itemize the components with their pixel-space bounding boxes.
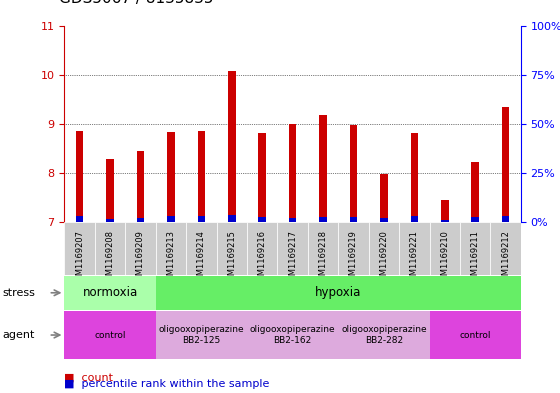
FancyBboxPatch shape	[430, 311, 521, 358]
Text: GDS5067 / 8135835: GDS5067 / 8135835	[59, 0, 213, 6]
Text: GSM1169214: GSM1169214	[197, 230, 206, 286]
Text: control: control	[459, 331, 491, 340]
Bar	[380, 218, 388, 222]
Bar	[349, 125, 357, 222]
Text: GSM1169216: GSM1169216	[258, 230, 267, 286]
FancyBboxPatch shape	[277, 222, 308, 275]
Bar	[441, 200, 449, 222]
Text: stress: stress	[3, 288, 36, 298]
FancyBboxPatch shape	[368, 222, 399, 275]
Text: GSM1169220: GSM1169220	[379, 230, 389, 286]
Bar	[502, 107, 510, 222]
Bar	[106, 159, 114, 222]
Bar	[76, 131, 83, 222]
Bar	[167, 216, 175, 222]
FancyBboxPatch shape	[338, 222, 368, 275]
Text: GSM1169218: GSM1169218	[319, 230, 328, 286]
Text: agent: agent	[3, 330, 35, 340]
Text: GSM1169215: GSM1169215	[227, 230, 236, 286]
Text: hypoxia: hypoxia	[315, 286, 361, 299]
FancyBboxPatch shape	[156, 276, 521, 310]
Text: normoxia: normoxia	[82, 286, 138, 299]
Bar	[289, 218, 296, 222]
Bar	[502, 216, 510, 222]
FancyBboxPatch shape	[156, 311, 247, 358]
FancyBboxPatch shape	[64, 311, 156, 358]
Text: GSM1169221: GSM1169221	[410, 230, 419, 286]
Text: GSM1169210: GSM1169210	[440, 230, 449, 286]
Bar	[228, 71, 236, 222]
FancyBboxPatch shape	[491, 222, 521, 275]
Bar	[258, 217, 266, 222]
Bar	[380, 174, 388, 222]
Text: oligooxopiperazine
BB2-125: oligooxopiperazine BB2-125	[158, 325, 244, 345]
Bar	[349, 217, 357, 222]
Text: GSM1169209: GSM1169209	[136, 230, 145, 286]
Text: GSM1169211: GSM1169211	[470, 230, 480, 286]
FancyBboxPatch shape	[125, 222, 156, 275]
Text: oligooxopiperazine
BB2-162: oligooxopiperazine BB2-162	[250, 325, 335, 345]
Bar	[198, 131, 205, 222]
Text: GSM1169207: GSM1169207	[75, 230, 84, 286]
Bar	[258, 132, 266, 222]
Text: ■  count: ■ count	[64, 372, 113, 382]
Bar	[441, 220, 449, 222]
Bar	[228, 215, 236, 222]
Bar	[167, 132, 175, 222]
FancyBboxPatch shape	[338, 311, 430, 358]
Bar	[319, 217, 327, 222]
Bar	[410, 216, 418, 222]
Text: GSM1169217: GSM1169217	[288, 230, 297, 286]
Bar	[137, 151, 144, 222]
FancyBboxPatch shape	[430, 222, 460, 275]
FancyBboxPatch shape	[95, 222, 125, 275]
Text: GSM1169212: GSM1169212	[501, 230, 510, 286]
FancyBboxPatch shape	[217, 222, 247, 275]
Bar	[319, 115, 327, 222]
FancyBboxPatch shape	[64, 222, 95, 275]
Text: GSM1169213: GSM1169213	[166, 230, 175, 286]
Text: ■  percentile rank within the sample: ■ percentile rank within the sample	[64, 379, 270, 389]
Bar	[106, 219, 114, 222]
FancyBboxPatch shape	[64, 276, 156, 310]
Text: GSM1169219: GSM1169219	[349, 230, 358, 286]
Bar	[76, 216, 83, 222]
Text: oligooxopiperazine
BB2-282: oligooxopiperazine BB2-282	[341, 325, 427, 345]
FancyBboxPatch shape	[399, 222, 430, 275]
Bar	[289, 124, 296, 222]
FancyBboxPatch shape	[247, 222, 277, 275]
Bar	[137, 218, 144, 222]
FancyBboxPatch shape	[247, 311, 338, 358]
Bar	[410, 132, 418, 222]
FancyBboxPatch shape	[308, 222, 338, 275]
Bar	[472, 162, 479, 222]
Text: control: control	[94, 331, 126, 340]
Bar	[198, 216, 205, 222]
FancyBboxPatch shape	[156, 222, 186, 275]
Bar	[472, 217, 479, 222]
FancyBboxPatch shape	[460, 222, 491, 275]
Text: GSM1169208: GSM1169208	[105, 230, 115, 286]
FancyBboxPatch shape	[186, 222, 217, 275]
